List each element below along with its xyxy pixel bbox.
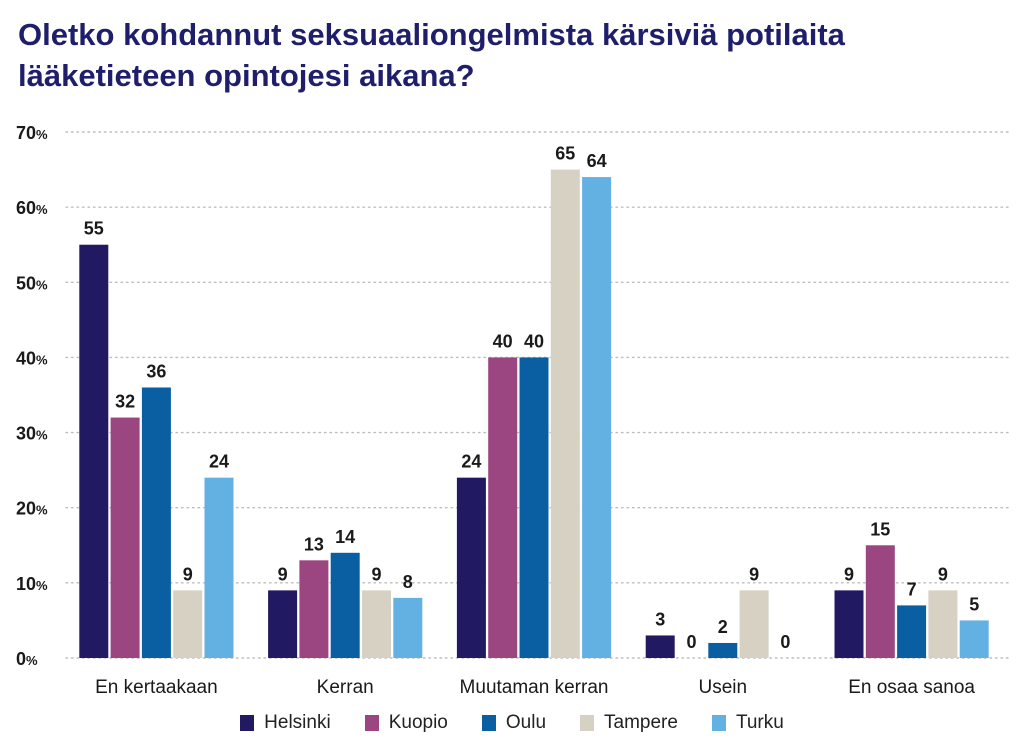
legend: Helsinki Kuopio Oulu Tampere Turku bbox=[0, 712, 1024, 734]
bar bbox=[519, 357, 549, 658]
bar bbox=[299, 560, 329, 658]
y-tick-label: 70% bbox=[16, 123, 48, 143]
y-tick-label: 10% bbox=[16, 574, 48, 594]
bar bbox=[79, 244, 109, 658]
bar bbox=[834, 590, 864, 658]
data-label: 14 bbox=[335, 527, 355, 547]
y-tick-label: 20% bbox=[16, 499, 48, 519]
legend-label: Helsinki bbox=[264, 712, 331, 733]
data-label: 32 bbox=[115, 392, 135, 412]
legend-item: Helsinki bbox=[240, 712, 331, 734]
legend-item: Oulu bbox=[481, 712, 547, 734]
data-label: 9 bbox=[844, 564, 854, 584]
bar bbox=[173, 590, 203, 658]
data-label: 3 bbox=[655, 609, 665, 629]
legend-label: Oulu bbox=[505, 712, 547, 733]
bar bbox=[959, 620, 989, 658]
y-tick-label: 30% bbox=[16, 424, 48, 444]
bar bbox=[582, 177, 612, 659]
data-label: 7 bbox=[907, 579, 917, 599]
bar bbox=[268, 590, 298, 658]
legend-swatch bbox=[364, 715, 379, 731]
data-label: 65 bbox=[555, 144, 575, 164]
bar bbox=[393, 597, 423, 658]
bar bbox=[330, 552, 360, 658]
data-label: 2 bbox=[718, 617, 728, 637]
legend-item: Kuopio bbox=[364, 712, 448, 734]
data-label: 15 bbox=[870, 519, 890, 539]
data-label: 9 bbox=[938, 564, 948, 584]
y-tick-label: 0% bbox=[16, 649, 38, 669]
x-category-label: Kerran bbox=[317, 677, 374, 698]
data-label: 9 bbox=[278, 564, 288, 584]
data-label: 64 bbox=[587, 151, 607, 171]
legend-label: Turku bbox=[735, 712, 784, 733]
bar bbox=[141, 387, 171, 658]
data-label: 24 bbox=[209, 452, 229, 472]
data-label: 40 bbox=[524, 331, 544, 351]
legend-swatch bbox=[580, 715, 595, 731]
legend-label: Kuopio bbox=[388, 712, 448, 733]
data-label: 5 bbox=[969, 594, 979, 614]
bar bbox=[362, 590, 391, 658]
data-label: 9 bbox=[749, 564, 759, 584]
data-label: 40 bbox=[493, 331, 513, 351]
y-tick-label: 50% bbox=[16, 273, 48, 293]
x-category-label: En osaa sanoa bbox=[848, 677, 975, 698]
bar bbox=[488, 357, 518, 658]
y-tick-label: 40% bbox=[16, 348, 48, 368]
legend-item: Tampere bbox=[580, 712, 678, 734]
bar bbox=[110, 417, 140, 658]
bar bbox=[456, 477, 486, 658]
y-axis-ticks: 0% 10% 20% 30% 40% 50% 60% 70% bbox=[16, 123, 48, 669]
bar bbox=[897, 605, 927, 658]
legend-swatch bbox=[711, 715, 726, 731]
legend-swatch bbox=[240, 715, 255, 731]
y-tick-label: 60% bbox=[16, 198, 48, 218]
bar bbox=[204, 477, 234, 658]
bar bbox=[928, 590, 958, 658]
data-label: 9 bbox=[371, 564, 381, 584]
data-labels: 55 32 36 9 24 9 13 14 9 8 24 40 40 65 64 3 0 2 9 0 9 15 7 9 5 bbox=[84, 144, 979, 652]
data-label: 0 bbox=[686, 632, 696, 652]
x-axis-categories: En kertaakaan Kerran Muutaman kerran Usein E… bbox=[95, 677, 975, 698]
data-label: 9 bbox=[183, 564, 193, 584]
bar bbox=[865, 545, 895, 658]
x-category-label: En kertaakaan bbox=[95, 677, 218, 698]
bar bbox=[645, 635, 675, 658]
data-label: 36 bbox=[146, 361, 166, 381]
bar bbox=[739, 590, 769, 658]
legend-swatch bbox=[481, 715, 496, 731]
chart-title: Oletko kohdannut seksuaaliongelmista kär… bbox=[18, 17, 845, 93]
bar bbox=[550, 169, 580, 659]
bar bbox=[708, 642, 738, 658]
data-label: 13 bbox=[304, 534, 324, 554]
bars bbox=[79, 169, 989, 659]
data-label: 55 bbox=[84, 219, 104, 239]
data-label: 8 bbox=[403, 572, 413, 592]
data-label: 24 bbox=[461, 452, 481, 472]
x-category-label: Muutaman kerran bbox=[460, 677, 609, 698]
legend-label: Tampere bbox=[604, 712, 678, 733]
data-label: 0 bbox=[780, 632, 790, 652]
legend-item: Turku bbox=[711, 712, 784, 734]
x-category-label: Usein bbox=[699, 677, 748, 698]
